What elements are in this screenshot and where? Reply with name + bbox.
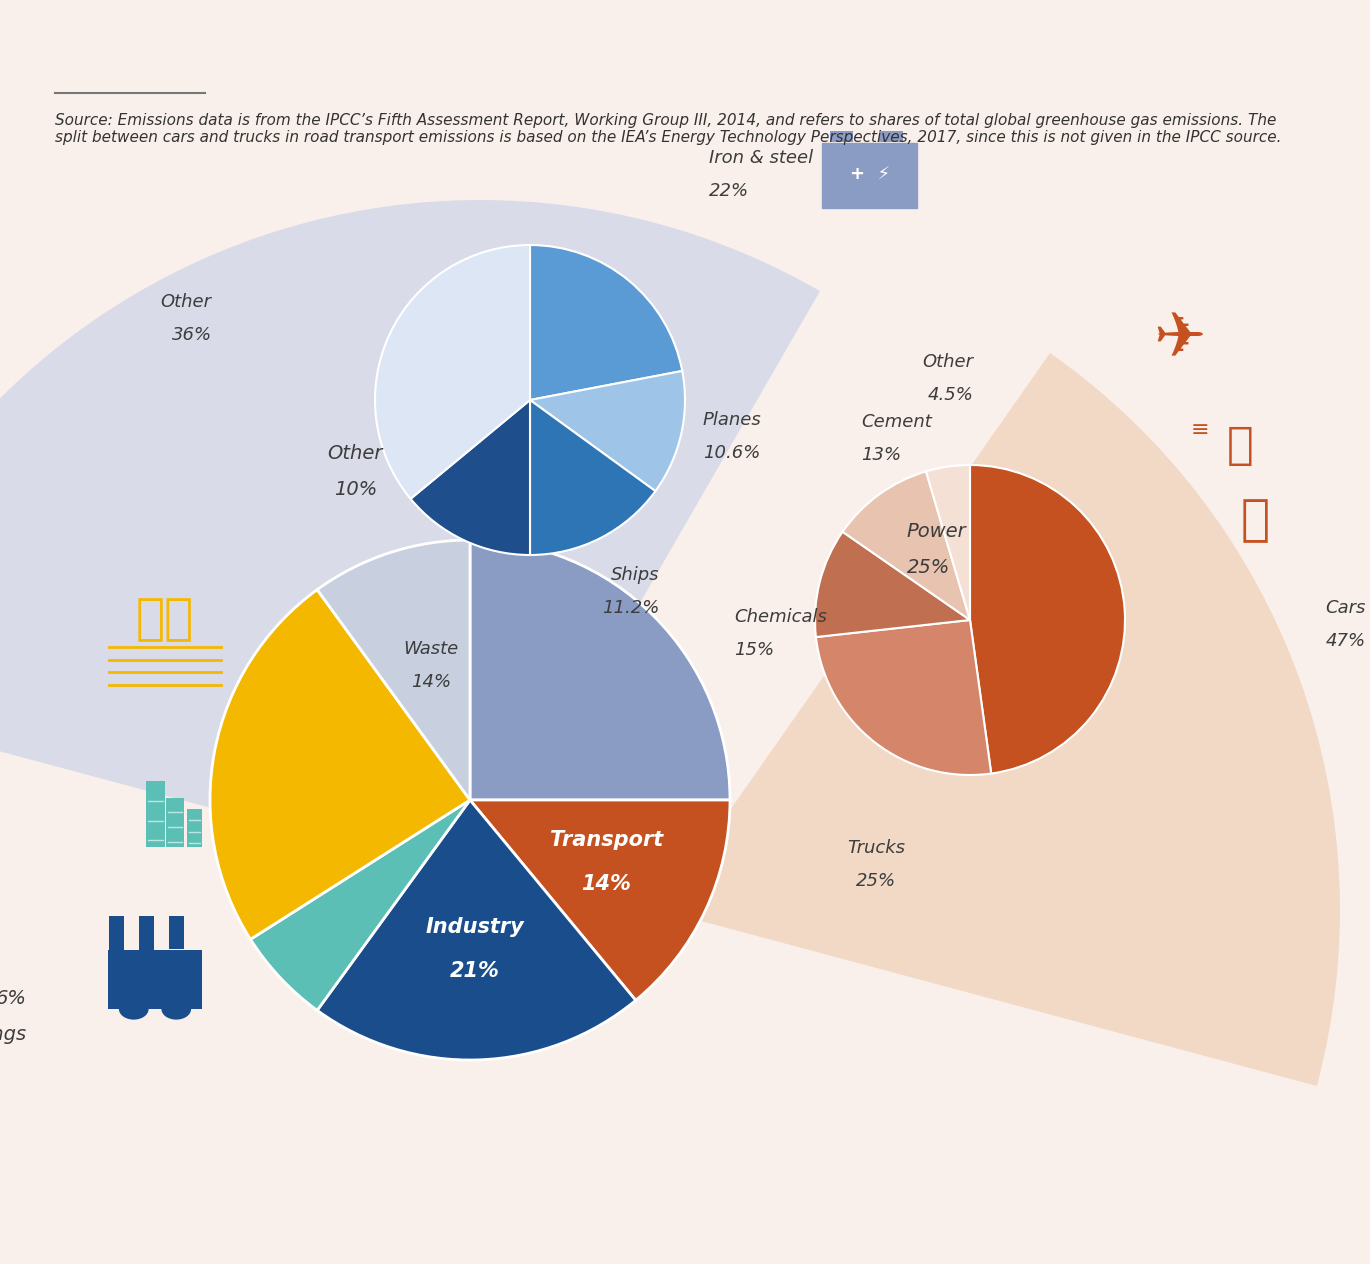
Text: Transport: Transport [549, 830, 663, 851]
Text: 15%: 15% [734, 641, 774, 659]
Text: Other: Other [922, 353, 973, 370]
Bar [186, 809, 201, 847]
Wedge shape [318, 800, 636, 1060]
Wedge shape [843, 471, 970, 621]
Bar [138, 915, 155, 956]
Text: Other: Other [160, 293, 212, 311]
Wedge shape [970, 465, 1125, 774]
Bar [108, 949, 201, 1009]
Bar [830, 130, 854, 143]
Text: ⛵: ⛵ [1240, 495, 1270, 544]
Text: 4.5%: 4.5% [927, 386, 973, 404]
Ellipse shape [119, 999, 148, 1020]
Text: 47%: 47% [1326, 632, 1366, 650]
Text: Buildings: Buildings [0, 1025, 26, 1044]
Text: Waste: Waste [403, 641, 459, 659]
Wedge shape [660, 353, 1340, 1086]
Wedge shape [411, 399, 530, 555]
Bar [169, 915, 184, 949]
Wedge shape [926, 465, 970, 621]
Text: 13%: 13% [862, 446, 901, 464]
Wedge shape [251, 800, 470, 1010]
Wedge shape [0, 200, 821, 880]
Text: Power: Power [907, 522, 967, 541]
Text: 21%: 21% [449, 961, 500, 981]
Bar [822, 143, 918, 207]
Bar [110, 915, 125, 962]
Text: 25%: 25% [856, 872, 896, 890]
Bar [880, 130, 903, 143]
Text: 25%: 25% [907, 559, 951, 578]
Ellipse shape [162, 999, 192, 1020]
Text: 10%: 10% [333, 480, 377, 499]
Text: ≡: ≡ [1191, 420, 1210, 440]
Text: 🚚: 🚚 [1226, 423, 1254, 466]
Text: 11.2%: 11.2% [603, 599, 660, 617]
Text: Cars: Cars [1326, 599, 1366, 617]
Wedge shape [470, 800, 730, 1000]
Wedge shape [530, 370, 685, 492]
Wedge shape [530, 399, 655, 555]
Text: Iron & steel: Iron & steel [708, 149, 812, 167]
Text: 🌳🌳: 🌳🌳 [136, 595, 195, 643]
Text: Cement: Cement [862, 412, 932, 431]
Text: ✈: ✈ [1154, 310, 1206, 370]
Text: 22%: 22% [708, 182, 748, 200]
Text: Ships: Ships [611, 566, 660, 584]
Text: 14%: 14% [411, 674, 451, 691]
Text: Other: Other [327, 444, 382, 463]
Text: +  ⚡: + ⚡ [849, 166, 890, 185]
Wedge shape [318, 540, 470, 800]
Bar [166, 798, 184, 847]
Text: Industry: Industry [425, 916, 525, 937]
Text: Source: Emissions data is from the IPCC’s Fifth Assessment Report, Working Group: Source: Emissions data is from the IPCC’… [55, 112, 1281, 145]
Wedge shape [815, 532, 970, 637]
Text: 10.6%: 10.6% [704, 445, 760, 463]
Wedge shape [210, 589, 470, 939]
Text: 36%: 36% [171, 326, 212, 344]
Wedge shape [375, 245, 530, 499]
Text: Chemicals: Chemicals [734, 608, 827, 626]
Wedge shape [817, 621, 992, 775]
Bar [147, 781, 166, 847]
Wedge shape [530, 245, 682, 399]
Text: 6%: 6% [0, 988, 26, 1007]
Text: Planes: Planes [703, 411, 760, 430]
Text: 14%: 14% [581, 875, 632, 894]
Wedge shape [470, 540, 730, 800]
Text: Trucks: Trucks [847, 839, 904, 857]
